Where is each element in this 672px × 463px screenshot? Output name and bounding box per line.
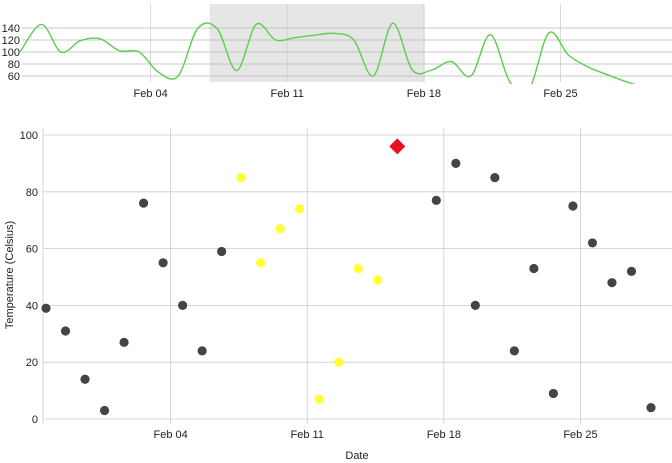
selected-data-point[interactable] (314, 394, 324, 404)
overview-y-tick-label: 100 (2, 47, 20, 59)
main-x-tick-labels: Feb 04 Feb 11 Feb 18 Feb 25 (153, 429, 597, 441)
data-point[interactable] (587, 238, 598, 248)
data-point[interactable] (60, 326, 71, 336)
selected-data-point[interactable] (353, 263, 363, 274)
data-point[interactable] (119, 337, 129, 347)
main-y-tick-label: 60 (26, 244, 38, 256)
data-point[interactable] (217, 246, 227, 257)
overview-x-tick-labels: Feb 04 Feb 11 Feb 18 Feb 25 (133, 88, 577, 100)
overview-gridlines (22, 27, 672, 77)
selected-data-point[interactable] (334, 357, 344, 367)
main-vertical-gridlines (42, 128, 581, 424)
overview-y-tick-label: 80 (8, 59, 20, 71)
selected-data-point[interactable] (236, 173, 246, 183)
data-point[interactable] (197, 346, 207, 356)
overview-selection-window[interactable] (209, 4, 425, 82)
main-y-tick-label: 0 (32, 414, 38, 426)
highlighted-point-diamond[interactable] (389, 138, 406, 155)
selected-data-point[interactable] (373, 275, 383, 285)
data-point[interactable] (509, 346, 519, 356)
data-point[interactable] (451, 158, 461, 168)
main-y-tick-label: 80 (26, 187, 38, 199)
x-axis-title: Date (345, 450, 368, 462)
selected-data-point[interactable] (256, 258, 266, 268)
data-point[interactable] (626, 266, 637, 276)
data-point[interactable] (431, 195, 441, 205)
main-y-tick-labels: 0 20 40 60 80 100 (20, 130, 38, 426)
overview-y-tick-label: 140 (2, 23, 20, 35)
data-point[interactable] (41, 303, 51, 313)
y-axis-title: Temperature (Celsius) (4, 221, 16, 329)
main-x-tick-label: Feb 18 (427, 429, 461, 441)
overview-x-tick-label: Feb 18 (407, 88, 441, 100)
main-x-tick-label: Feb 11 (291, 429, 324, 441)
selected-data-point[interactable] (275, 224, 285, 234)
data-point[interactable] (646, 403, 656, 413)
data-point[interactable] (490, 173, 500, 183)
selected-data-point[interactable] (295, 204, 305, 214)
main-data-points[interactable] (41, 138, 656, 416)
main-x-tick-label: Feb 04 (153, 429, 187, 441)
main-x-tick-label: Feb 25 (563, 429, 597, 441)
overview-x-tick-label: Feb 25 (543, 88, 577, 100)
data-point[interactable] (568, 201, 578, 211)
overview-x-tick-label: Feb 11 (271, 88, 304, 100)
overview-x-tick-label: Feb 04 (133, 88, 167, 100)
data-point[interactable] (158, 258, 168, 268)
data-point[interactable] (99, 405, 110, 416)
overview-y-tick-label: 120 (2, 35, 20, 47)
data-point[interactable] (178, 300, 188, 310)
data-point[interactable] (529, 263, 539, 274)
data-point[interactable] (607, 278, 617, 288)
main-chart: 0 20 40 60 80 100 Feb 04 Feb 11 Feb 18 Feb 25 Te… (4, 128, 672, 462)
main-horizontal-gridlines (43, 134, 672, 420)
main-y-tick-label: 20 (26, 357, 38, 369)
main-y-tick-label: 40 (26, 300, 38, 312)
overview-y-tick-label: 60 (8, 71, 20, 83)
data-point[interactable] (548, 388, 559, 399)
data-point[interactable] (80, 374, 90, 384)
data-point[interactable] (470, 300, 480, 310)
main-y-tick-label: 100 (20, 130, 38, 142)
data-point[interactable] (138, 198, 149, 208)
overview-series-line (19, 22, 636, 84)
